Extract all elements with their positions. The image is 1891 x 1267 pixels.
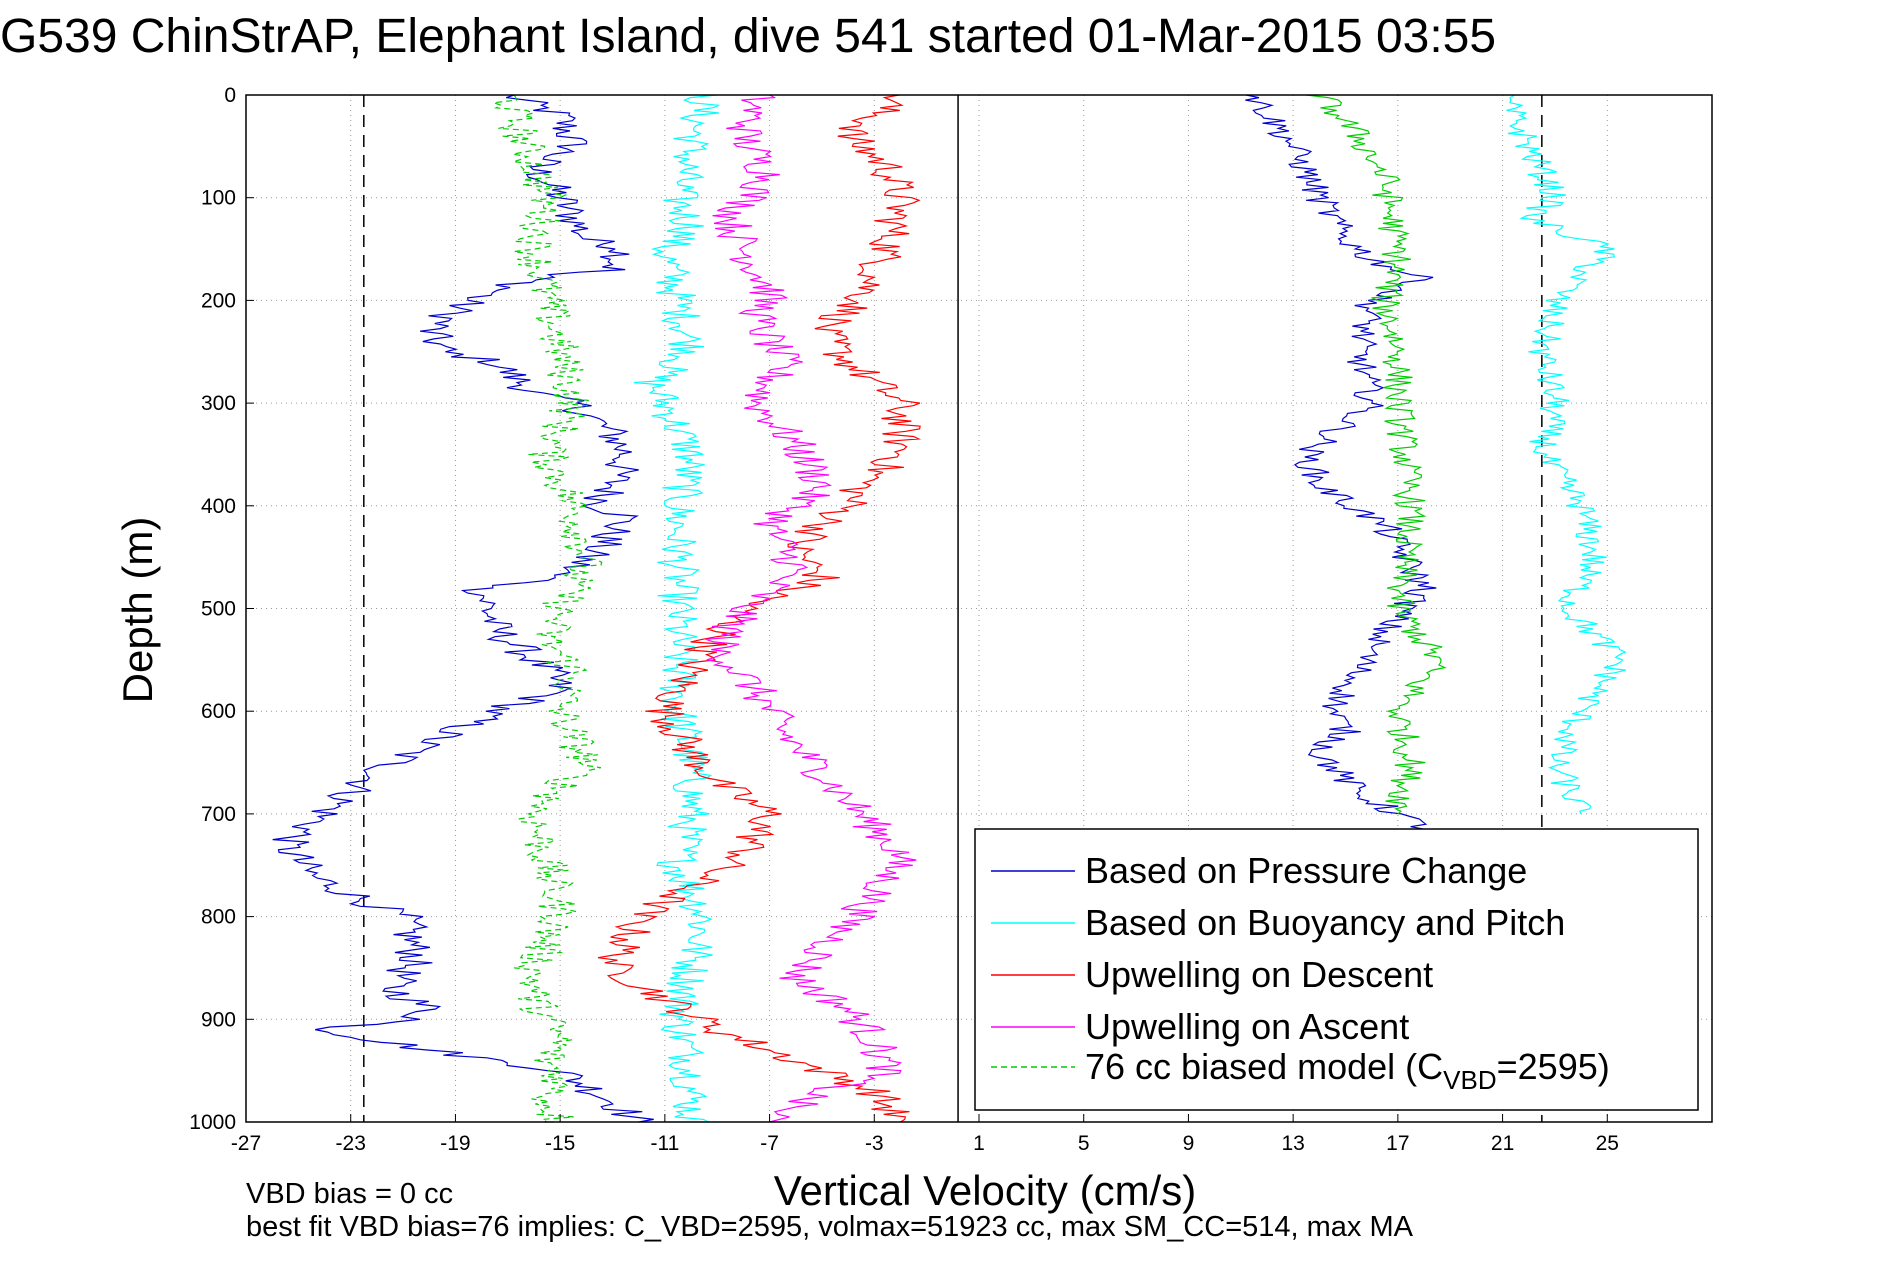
legend-entry-label: Upwelling on Ascent	[1085, 1006, 1409, 1047]
x-tick-label: -7	[760, 1132, 779, 1155]
legend: Based on Pressure Change Based on Buoyanc…	[974, 828, 1699, 1111]
x-tick-label: -3	[865, 1132, 884, 1155]
x-tick-label: -15	[545, 1132, 575, 1155]
y-tick-label: 500	[201, 598, 236, 621]
x-tick-label: -11	[650, 1132, 679, 1155]
legend-box	[974, 828, 1699, 1111]
legend-entry-label: Based on Buoyancy and Pitch	[1085, 902, 1565, 943]
x-tick-label: -23	[336, 1132, 366, 1155]
legend-entry-label: 76 cc biased model (CVBD=2595)	[1085, 1046, 1610, 1095]
series-upwelling-descent	[597, 94, 922, 1123]
x-tick-label: 1	[973, 1132, 985, 1155]
y-tick-label: 0	[224, 84, 236, 107]
reference-lines	[363, 95, 1543, 1122]
series-upwelling-ascent	[705, 94, 917, 1123]
series-pressure-change	[272, 94, 654, 1123]
series-layer	[272, 94, 1627, 1123]
x-tick-label: 13	[1281, 1132, 1304, 1155]
y-tick-label: 200	[201, 289, 236, 312]
y-axis-label: Depth (m)	[114, 517, 161, 704]
legend-entry-label: Based on Pressure Change	[1085, 850, 1527, 891]
y-tick-label: 1000	[189, 1111, 236, 1134]
y-tick-label: 600	[201, 700, 236, 723]
best-fit-annotation: best fit VBD bias=76 implies: C_VBD=2595…	[246, 1211, 1414, 1243]
y-tick-label: 100	[201, 187, 236, 210]
y-tick-label: 400	[201, 495, 236, 518]
x-tick-label: 21	[1491, 1132, 1514, 1155]
x-tick-label: 25	[1596, 1132, 1619, 1155]
y-tick-label: 800	[201, 906, 236, 929]
x-axis-label: Vertical Velocity (cm/s)	[774, 1167, 1196, 1214]
y-tick-label: 900	[201, 1008, 236, 1031]
x-tick-label: 9	[1183, 1132, 1195, 1155]
x-axis-ticks: -27 -23 -19 -15 -11 -7 -3 1 5 9 13 17 21 25	[231, 1114, 1619, 1155]
x-tick-label: -27	[231, 1132, 261, 1155]
series-right-panel-2	[1306, 94, 1447, 815]
x-tick-label: 17	[1386, 1132, 1409, 1155]
legend-entry-label: Upwelling on Descent	[1085, 954, 1433, 995]
y-tick-label: 300	[201, 392, 236, 415]
series-right-panel-0	[1245, 94, 1438, 835]
y-axis-ticks: 0 100 200 300 400 500 600 700 800 900 1000	[189, 84, 254, 1134]
y-tick-label: 700	[201, 803, 236, 826]
chart-title: G539 ChinStrAP, Elephant Island, dive 54…	[0, 10, 1496, 63]
x-tick-label: 5	[1078, 1132, 1090, 1155]
series-biased-model	[493, 94, 603, 1123]
series-buoyancy-pitch	[633, 94, 721, 1123]
series-right-panel-1	[1506, 94, 1627, 815]
x-tick-label: -19	[440, 1132, 470, 1155]
vbd-bias-annotation: VBD bias = 0 cc	[246, 1178, 453, 1210]
